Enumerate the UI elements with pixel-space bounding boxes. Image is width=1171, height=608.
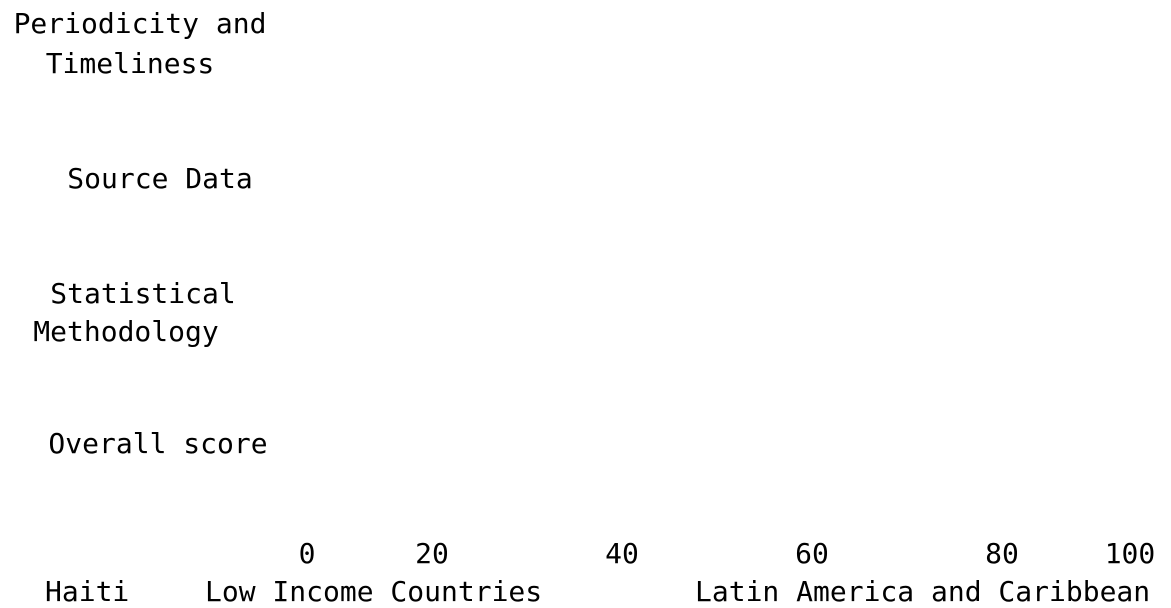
category-label: Source Data bbox=[67, 162, 252, 195]
x-tick-label: 20 bbox=[415, 537, 449, 570]
x-tick-label: 0 bbox=[299, 537, 316, 570]
category-label: Periodicity and bbox=[14, 7, 267, 40]
x-tick-label: 60 bbox=[795, 537, 829, 570]
x-tick-label: 80 bbox=[985, 537, 1019, 570]
x-tick-label: 100 bbox=[1105, 537, 1156, 570]
x-tick-label: 40 bbox=[605, 537, 639, 570]
category-label: Overall score bbox=[48, 427, 267, 460]
legend-label: Latin America and Caribbean bbox=[695, 575, 1150, 608]
category-label: Methodology bbox=[33, 315, 218, 348]
legend-label: Haiti bbox=[45, 575, 129, 608]
category-label: Statistical bbox=[50, 277, 235, 310]
legend-label: Low Income Countries bbox=[205, 575, 542, 608]
category-label: Timeliness bbox=[46, 47, 215, 80]
